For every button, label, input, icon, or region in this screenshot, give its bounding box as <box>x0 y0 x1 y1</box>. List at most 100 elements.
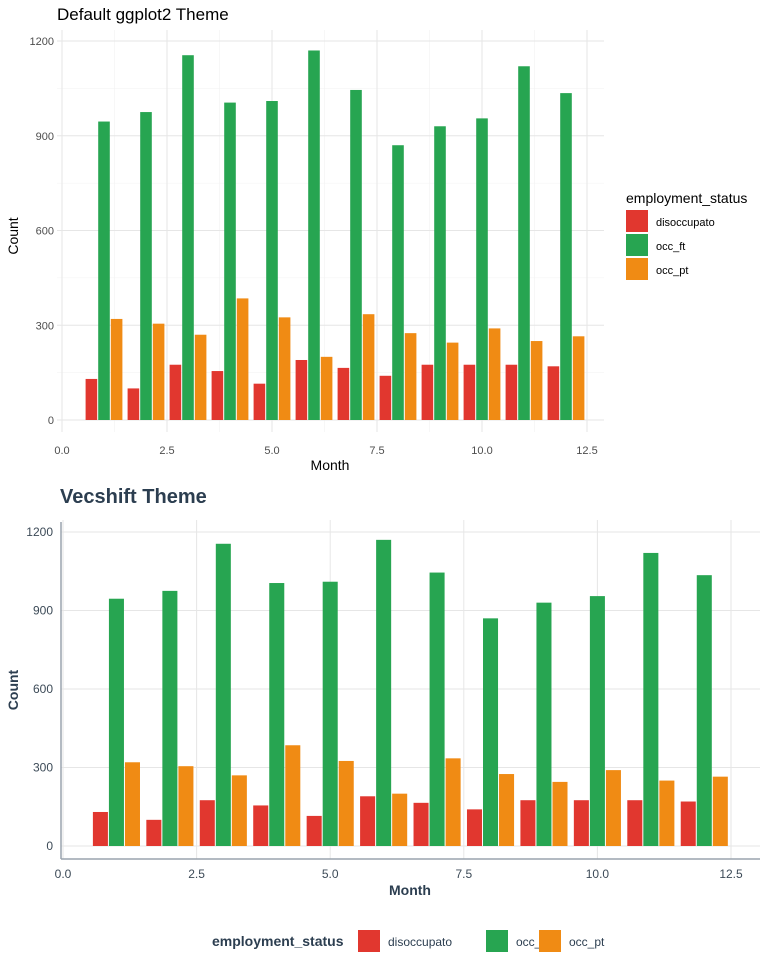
bar-occ_ft-month-5 <box>266 101 278 420</box>
x-tick-label: 2.5 <box>159 445 174 457</box>
y-tick-label: 600 <box>33 682 53 696</box>
x-axis-label: Month <box>389 882 431 898</box>
bar-occ_pt-month-8 <box>499 774 515 846</box>
axis-lines <box>60 522 760 860</box>
y-tick-label: 900 <box>36 131 54 143</box>
bar-occ_ft-month-11 <box>643 552 659 846</box>
bar-occ_pt-month-4 <box>285 745 301 846</box>
legend-items: disoccupato occ_ft occ_pt <box>626 210 715 280</box>
legend-label-disoccupato: disoccupato <box>656 217 715 229</box>
bar-occ_pt-month-2 <box>152 323 165 420</box>
bar-occ_pt-month-3 <box>194 334 207 420</box>
bar-occ_ft-month-10 <box>476 118 488 421</box>
bar-disoccupato-month-6 <box>295 359 308 420</box>
legend-title: employment_status <box>626 190 747 206</box>
y-tick-labels: 0 300 600 900 1200 <box>26 525 53 853</box>
bar-occ_pt-month-6 <box>392 793 408 846</box>
bar-disoccupato-month-12 <box>547 366 560 420</box>
bar-occ_pt-month-8 <box>404 333 417 420</box>
y-tick-label: 0 <box>48 415 54 427</box>
legend-label-occ_ft: occ_ft <box>656 241 685 253</box>
y-tick-label: 0 <box>46 839 53 853</box>
x-tick-label: 10.0 <box>471 445 492 457</box>
bar-occ_pt-month-1 <box>110 318 123 420</box>
bar-occ_pt-month-11 <box>530 341 543 420</box>
bar-disoccupato-month-11 <box>627 800 643 846</box>
chart-title: Vecshift Theme <box>60 486 207 508</box>
bar-occ_pt-month-3 <box>231 775 247 846</box>
bar-disoccupato-month-1 <box>85 378 98 420</box>
bars <box>85 50 585 421</box>
x-tick-label: 12.5 <box>576 445 597 457</box>
legend-key-disoccupato <box>626 210 648 232</box>
bar-occ_pt-month-12 <box>712 776 728 846</box>
y-axis-label: Count <box>5 217 21 254</box>
bar-occ_pt-month-4 <box>236 298 249 420</box>
bar-occ_pt-month-9 <box>552 781 568 846</box>
bar-occ_pt-month-10 <box>488 328 501 420</box>
y-tick-label: 1200 <box>30 36 54 48</box>
legend-key-occ_ft <box>626 234 648 256</box>
bar-occ_pt-month-1 <box>124 762 140 846</box>
y-tick-label: 300 <box>33 761 53 775</box>
bar-occ_ft-month-7 <box>350 89 362 421</box>
bars <box>92 539 728 846</box>
legend-key-disoccupato <box>358 930 380 952</box>
bar-occ_pt-month-10 <box>605 770 621 846</box>
bar-occ_pt-month-5 <box>338 760 354 846</box>
bar-occ_ft-month-12 <box>560 93 572 421</box>
bar-occ_ft-month-2 <box>162 590 178 846</box>
bar-occ_ft-month-5 <box>322 581 338 846</box>
bar-occ_ft-month-1 <box>98 121 110 420</box>
bar-occ_ft-month-11 <box>518 66 530 421</box>
legend: employment_status disoccupatoocc_ftocc_p… <box>626 190 747 280</box>
bar-occ_ft-month-2 <box>140 112 152 420</box>
bar-occ_ft-month-3 <box>182 55 194 421</box>
bar-disoccupato-month-10 <box>573 800 589 846</box>
bar-occ_ft-month-7 <box>429 572 445 846</box>
bar-occ_pt-month-12 <box>572 336 585 420</box>
legend-key-occ_pt <box>539 930 561 952</box>
y-tick-label: 900 <box>33 604 53 618</box>
bar-disoccupato-month-10 <box>463 364 476 420</box>
bar-disoccupato-month-2 <box>146 819 162 846</box>
bar-disoccupato-month-11 <box>505 364 518 420</box>
x-tick-label: 10.0 <box>586 867 610 881</box>
chart-title: Default ggplot2 Theme <box>57 5 229 24</box>
legend-label-occ_pt: occ_pt <box>569 935 605 949</box>
x-tick-label: 0.0 <box>54 445 69 457</box>
bar-occ_ft-month-12 <box>696 575 712 846</box>
bar-occ_ft-month-3 <box>215 543 231 846</box>
y-axis-label: Count <box>5 669 21 710</box>
x-tick-labels: 0.0 2.5 5.0 7.5 10.0 12.5 <box>54 445 597 457</box>
bar-disoccupato-month-8 <box>466 809 483 846</box>
bar-disoccupato-month-1 <box>92 811 108 846</box>
bar-occ_pt-month-5 <box>278 317 291 420</box>
x-tick-label: 12.5 <box>719 867 743 881</box>
bar-disoccupato-month-3 <box>169 364 182 420</box>
vecshift-theme-chart: Vecshift Theme 0 300 600 900 1200 0.0 2.5 5.0 7… <box>5 486 760 952</box>
y-tick-label: 1200 <box>26 525 53 539</box>
bar-occ_pt-month-9 <box>446 342 459 420</box>
x-tick-label: 7.5 <box>369 445 384 457</box>
bar-disoccupato-month-6 <box>360 796 376 846</box>
x-tick-label: 5.0 <box>322 867 339 881</box>
legend-key-occ_pt <box>626 258 648 280</box>
bar-occ_pt-month-2 <box>178 766 194 846</box>
legend-label-disoccupato: disoccupato <box>388 935 452 949</box>
bar-occ_ft-month-4 <box>269 583 285 846</box>
bar-occ_ft-month-4 <box>224 102 236 421</box>
bar-occ_ft-month-10 <box>589 596 605 846</box>
legend-key-occ_ft <box>486 930 508 952</box>
bar-disoccupato-month-9 <box>421 364 434 420</box>
bar-disoccupato-month-9 <box>520 800 536 846</box>
bar-occ_ft-month-8 <box>483 618 499 846</box>
bar-occ_ft-month-6 <box>376 539 392 846</box>
legend-title: employment_status <box>212 933 344 949</box>
y-tick-label: 300 <box>36 320 54 332</box>
bar-occ_ft-month-9 <box>434 126 446 421</box>
bar-occ_pt-month-11 <box>659 780 675 846</box>
bar-disoccupato-month-4 <box>211 371 224 420</box>
